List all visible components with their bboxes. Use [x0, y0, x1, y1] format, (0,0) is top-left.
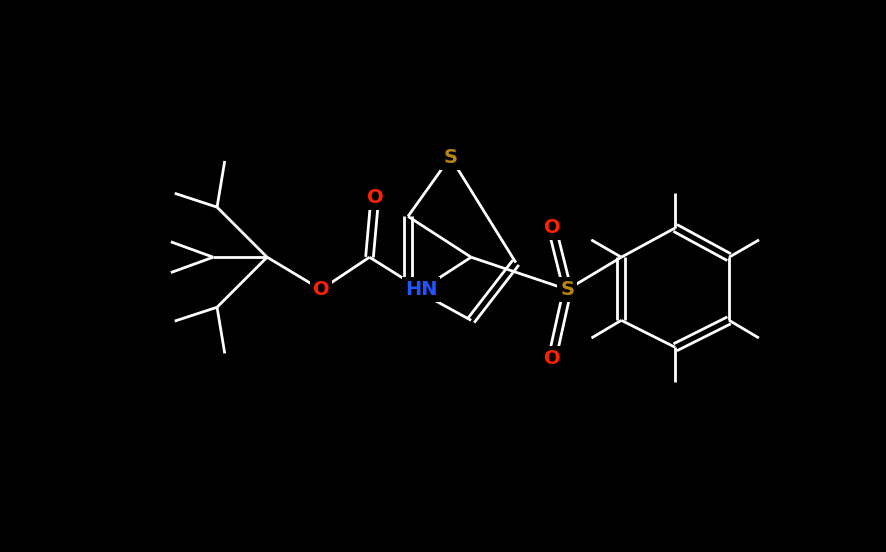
Text: O: O: [543, 349, 560, 368]
Text: O: O: [543, 219, 560, 237]
Text: O: O: [366, 188, 383, 206]
Text: O: O: [313, 280, 329, 299]
Text: S: S: [443, 147, 457, 167]
Text: HN: HN: [404, 280, 437, 299]
Text: S: S: [560, 280, 574, 299]
